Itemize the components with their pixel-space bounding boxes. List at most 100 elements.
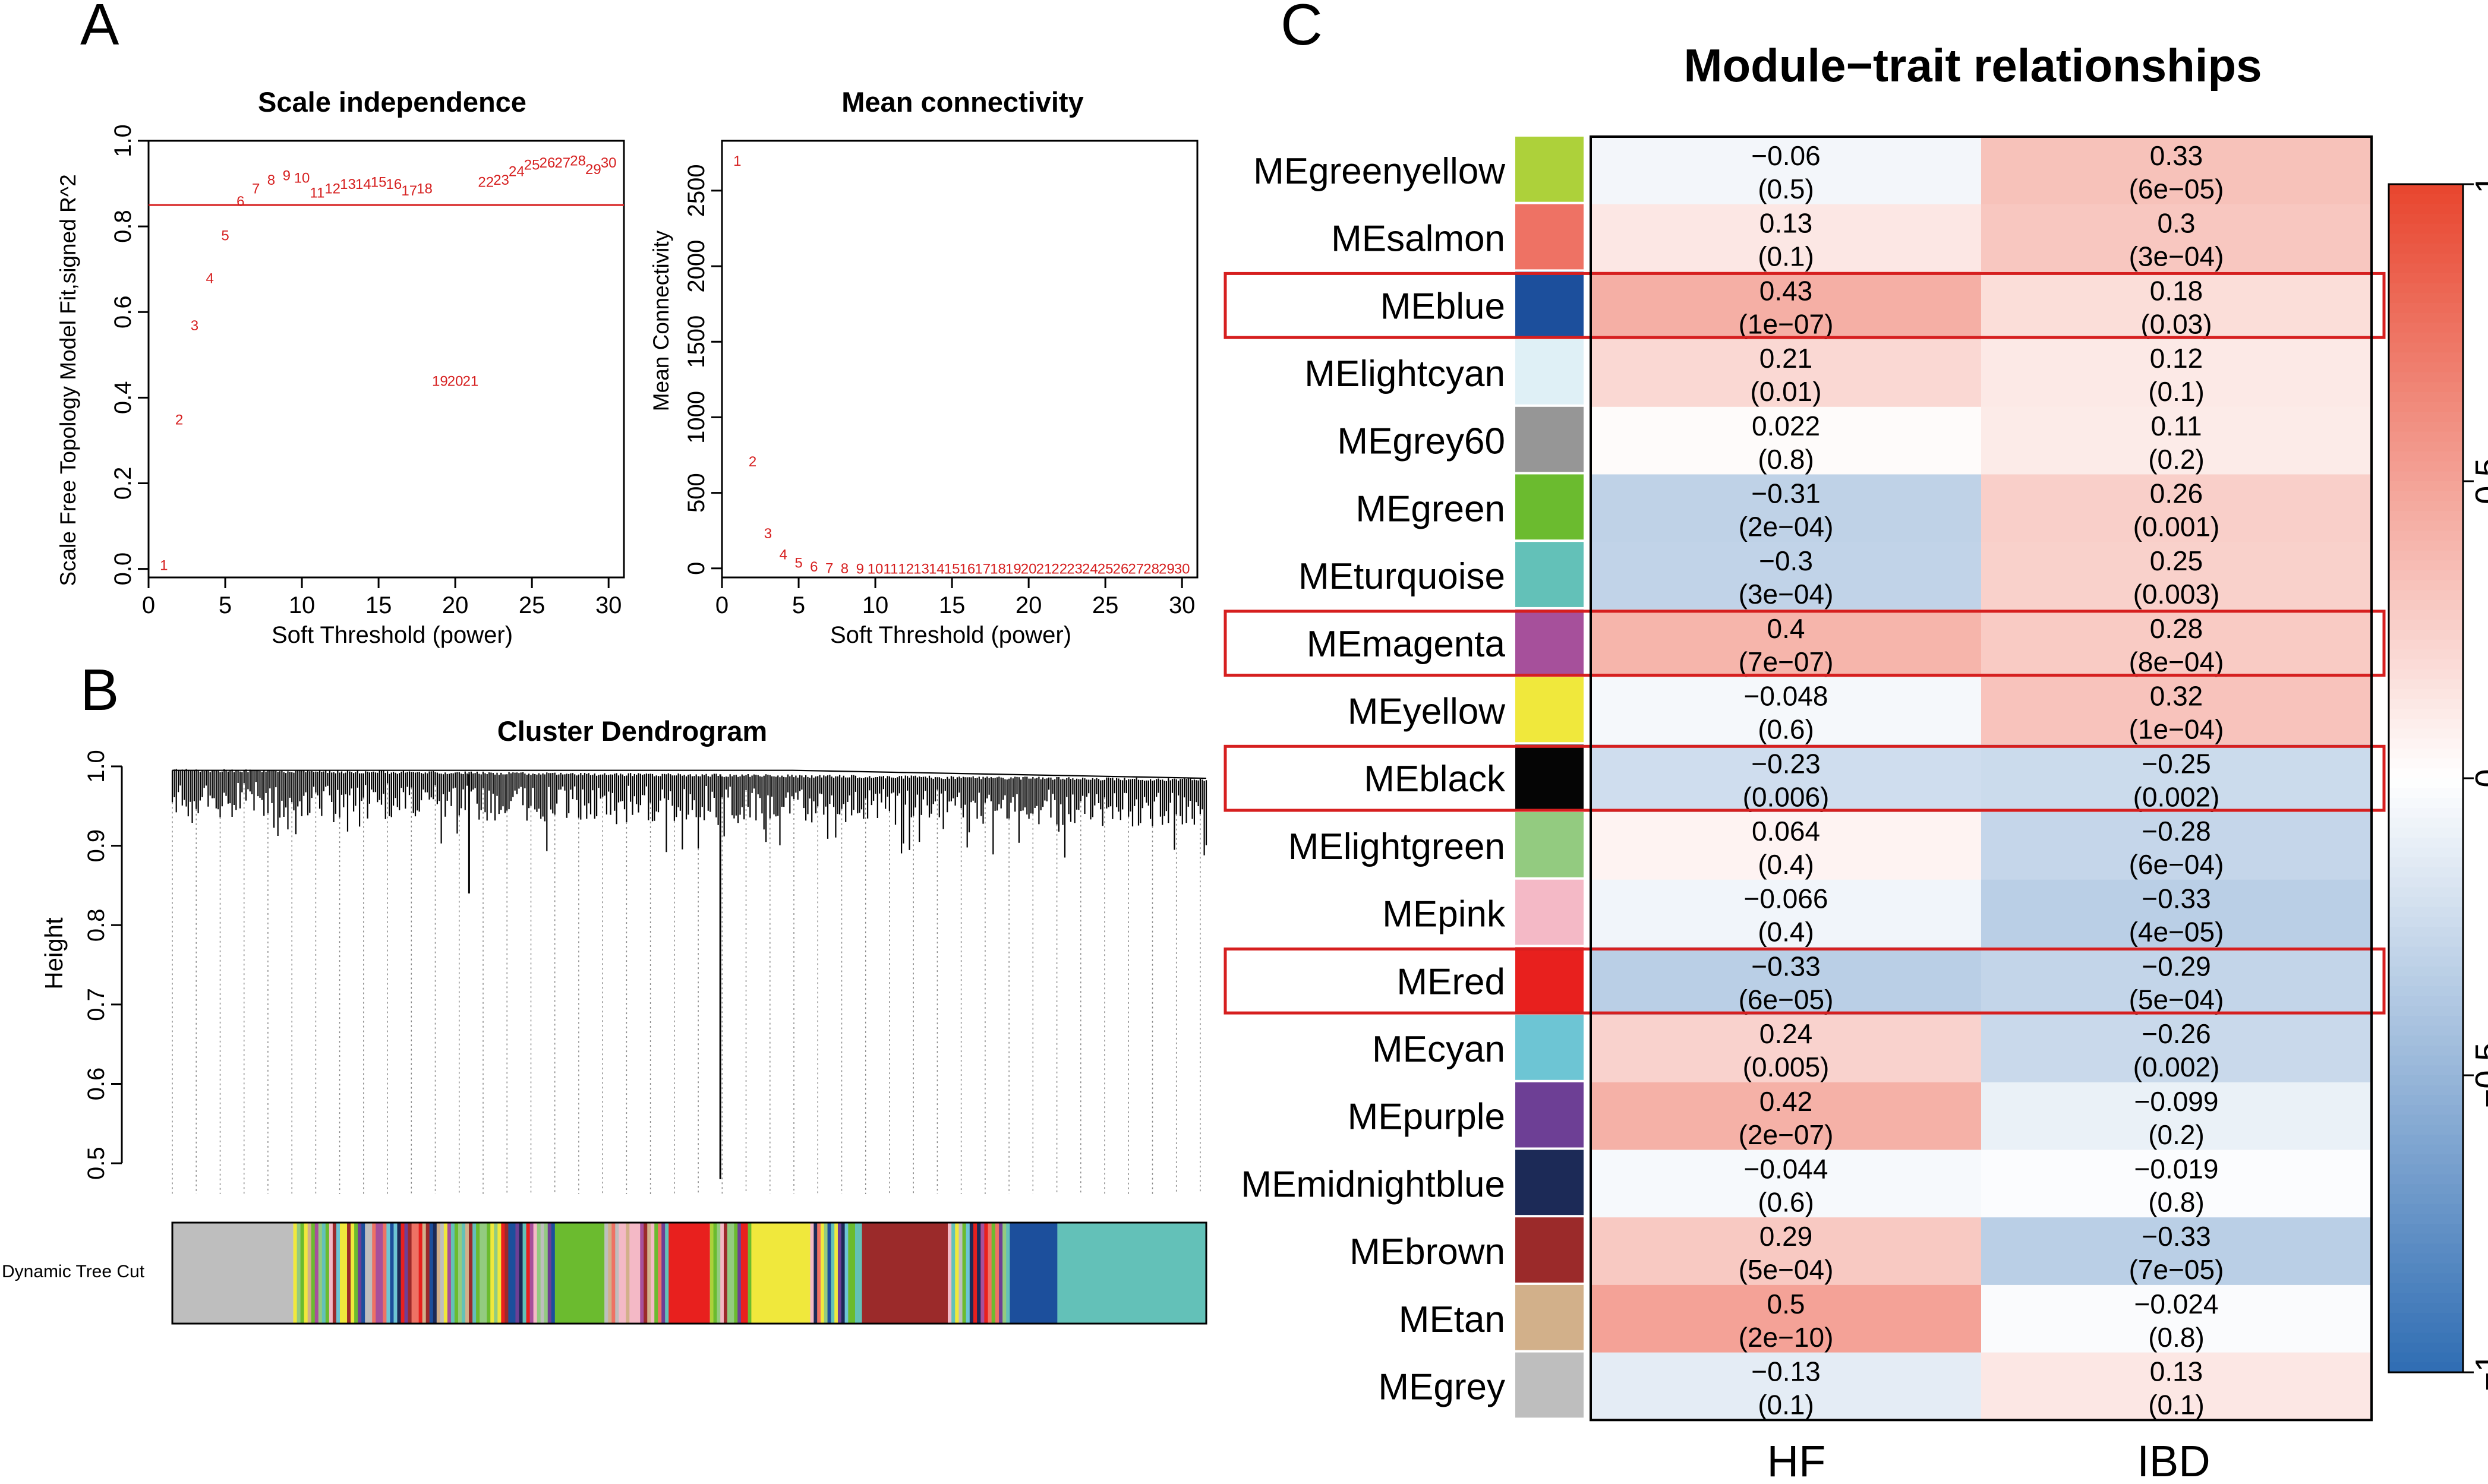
heatmap-cell-ibd	[1981, 339, 2372, 408]
mean-connectivity-point: 15	[944, 561, 960, 577]
module-swatch	[1515, 542, 1584, 607]
module-color-stripe	[515, 1223, 520, 1324]
colorbar-step	[2389, 491, 2463, 502]
mean-connectivity-point: 2	[749, 454, 756, 470]
module-swatch	[1515, 879, 1584, 945]
colorbar-step	[2389, 620, 2463, 630]
module-label: MEgrey	[1378, 1366, 1505, 1407]
mean-connectivity-y-tick-label: 1500	[683, 315, 709, 368]
module-color-segment	[862, 1223, 948, 1324]
colorbar-step	[2389, 1144, 2463, 1155]
module-color-stripe	[608, 1223, 612, 1324]
module-color-stripe	[383, 1223, 387, 1324]
heatmap-cell-hf	[1591, 609, 1981, 678]
cell-pvalue-ibd: (0.1)	[2148, 376, 2205, 407]
colorbar-step	[2389, 1035, 2463, 1046]
heatmap-frame	[1590, 135, 2373, 1422]
colorbar-step	[2389, 273, 2463, 284]
cell-value-ibd: 0.33	[2150, 140, 2203, 171]
scale-independence-y-tick-label: 0.8	[110, 210, 136, 243]
scale-independence-point: 21	[463, 374, 479, 390]
dendrogram-leaf-guides	[172, 783, 1201, 1194]
colorbar-step	[2389, 1184, 2463, 1195]
module-color-stripe	[293, 1223, 298, 1324]
module-swatch	[1515, 1015, 1584, 1080]
module-color-stripe	[339, 1223, 344, 1324]
colorbar-step	[2389, 1333, 2463, 1343]
module-label: MEblack	[1364, 759, 1506, 800]
colorbar-step	[2389, 1243, 2463, 1254]
module-color-stripe	[533, 1223, 538, 1324]
cell-value-ibd: −0.024	[2134, 1289, 2219, 1319]
cell-value-ibd: 0.3	[2158, 208, 2196, 239]
colorbar-step	[2389, 1273, 2463, 1284]
panel-label-c: C	[1281, 0, 1323, 57]
mean-connectivity-point: 11	[883, 561, 898, 577]
heatmap-cell-hf	[1591, 474, 1981, 542]
colorbar-step	[2389, 441, 2463, 452]
scale-independence-point: 14	[355, 176, 371, 192]
scale-independence-point: 27	[554, 155, 570, 171]
scale-independence-title: Scale independence	[258, 86, 526, 118]
cell-value-hf: 0.13	[1759, 208, 1813, 239]
scale-independence-x-tick-label: 20	[442, 592, 469, 618]
module-color-stripe	[429, 1223, 434, 1324]
cell-value-hf: 0.24	[1759, 1018, 1813, 1049]
module-color-stripe	[551, 1223, 556, 1324]
colorbar-step	[2389, 610, 2463, 621]
module-label: MEpink	[1382, 894, 1506, 935]
colorbar-step	[2389, 1204, 2463, 1215]
colorbar-step	[2389, 828, 2463, 838]
scale-independence-y-tick-label: 0.0	[110, 552, 136, 586]
mean-connectivity-frame	[721, 140, 1199, 579]
mean-connectivity-point: 1	[733, 153, 741, 169]
colorbar-step	[2389, 204, 2463, 214]
colorbar-step	[2389, 1352, 2463, 1363]
mean-connectivity-y-tick-label: 2000	[683, 240, 709, 293]
colorbar-step	[2389, 194, 2463, 205]
scale-independence-point: 10	[294, 170, 310, 186]
cell-value-hf: −0.044	[1744, 1154, 1828, 1185]
cell-value-hf: 0.022	[1752, 411, 1820, 441]
colorbar-step	[2389, 630, 2463, 640]
module-label: MEtan	[1399, 1299, 1505, 1340]
cell-value-ibd: −0.28	[2142, 816, 2210, 847]
module-color-stripe	[401, 1223, 405, 1324]
module-color-stripe	[372, 1223, 376, 1324]
module-color-stripe	[458, 1223, 462, 1324]
module-color-stripe	[332, 1223, 337, 1324]
cell-value-ibd: −0.019	[2134, 1154, 2219, 1185]
colorbar-step	[2389, 1095, 2463, 1106]
module-color-stripe	[379, 1223, 383, 1324]
module-color-stripe	[980, 1223, 985, 1324]
module-color-stripe	[343, 1223, 348, 1324]
module-color-stripe	[476, 1223, 480, 1324]
module-color-stripe	[376, 1223, 380, 1324]
scale-independence-point: 30	[601, 155, 617, 171]
cell-pvalue-ibd: (5e−04)	[2129, 984, 2224, 1015]
module-color-stripe	[501, 1223, 505, 1324]
mean-connectivity-x-tick-label: 15	[939, 592, 966, 618]
module-color-stripe	[415, 1223, 420, 1324]
mean-connectivity-point: 9	[856, 561, 864, 577]
colorbar-step	[2389, 570, 2463, 581]
colorbar-step	[2389, 333, 2463, 343]
module-swatch	[1515, 1352, 1584, 1418]
cell-pvalue-hf: (7e−07)	[1739, 646, 1834, 677]
module-color-stripe	[995, 1223, 999, 1324]
scale-independence-xlabel: Soft Threshold (power)	[272, 622, 513, 648]
colorbar-step	[2389, 669, 2463, 680]
heatmap-cell-ibd	[1981, 879, 2372, 948]
module-color-stripe	[1006, 1223, 1010, 1324]
module-color-segment	[751, 1223, 811, 1324]
module-label: MEgreen	[1355, 488, 1505, 529]
module-color-stripe	[813, 1223, 818, 1324]
module-color-stripe	[748, 1223, 752, 1324]
mean-connectivity-point: 16	[960, 561, 976, 577]
colorbar-step	[2389, 412, 2463, 422]
colorbar-step	[2389, 758, 2463, 769]
cell-value-ibd: 0.13	[2150, 1356, 2203, 1387]
colorbar-tick-label: 0.5	[2468, 458, 2488, 504]
colorbar-step	[2389, 590, 2463, 601]
scale-independence-x-tick-label: 25	[519, 592, 545, 618]
